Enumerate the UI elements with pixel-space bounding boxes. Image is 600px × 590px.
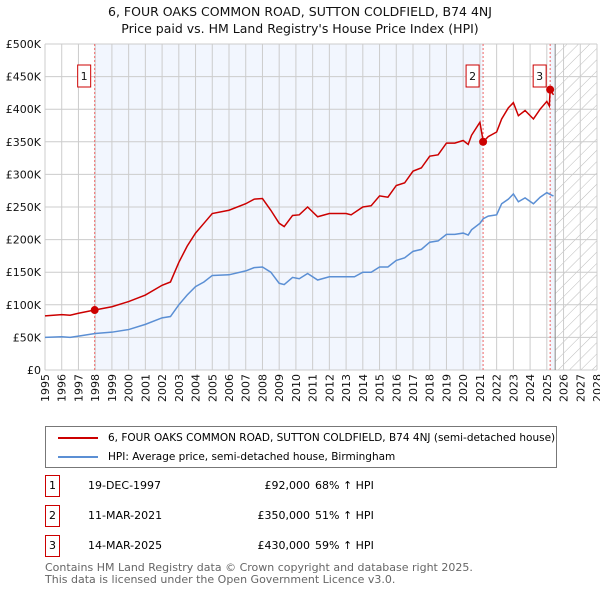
x-tick-label: 2005 [206,374,219,402]
footer: Contains HM Land Registry data © Crown c… [45,562,473,586]
x-tick-label: 2002 [156,374,169,402]
x-tick-label: 2001 [139,374,152,402]
chart-subtitle: Price paid vs. HM Land Registry's House … [121,21,479,36]
sale-marker: 1 [45,475,60,497]
sale-row: 2 11-MAR-2021 £350,000 51% ↑ HPI [45,505,445,527]
sale-price: £92,000 [264,479,311,492]
footer-line2: This data is licensed under the Open Gov… [45,573,396,586]
sale-row: 3 14-MAR-2025 £430,000 59% ↑ HPI [45,535,445,557]
series-line-hpi [44,191,554,339]
sale-point [479,137,488,146]
x-tick-label: 2020 [457,374,470,402]
x-tick-label: 2025 [541,374,554,402]
sale-row: 1 19-DEC-1997 £92,000 68% ↑ HPI [45,475,445,497]
x-tick-label: 2023 [507,374,520,402]
x-tick-label: 2012 [323,374,336,402]
sale-price: £350,000 [257,509,311,522]
x-tick-label: 2026 [558,374,571,402]
x-tick-label: 2008 [256,374,269,402]
x-tick-label: 2028 [591,374,600,402]
y-tick-label: £400K [6,103,42,116]
x-tick-label: 2027 [574,374,587,402]
x-tick-label: 2009 [273,374,286,402]
y-tick-label: £350K [6,136,42,149]
legend-swatch-red [58,437,98,439]
legend-hpi: HPI: Average price, semi-detached house,… [108,451,396,463]
x-tick-label: 1997 [72,374,85,402]
sale-marker: 3 [45,535,60,557]
sale-marker-box [532,64,547,88]
sale-point [546,85,555,94]
x-tick-label: 1996 [56,374,69,402]
sale-date: 19-DEC-1997 [88,479,162,492]
x-tick-label: 2024 [524,374,537,402]
y-tick-label: £450K [6,71,42,84]
sale-marker: 2 [45,505,60,527]
legend: 6, FOUR OAKS COMMON ROAD, SUTTON COLDFIE… [45,426,557,468]
x-tick-label: 2015 [374,374,387,402]
y-tick-label: £50K [13,331,42,344]
sale-marker-box [465,64,480,88]
x-tick-label: 2014 [357,374,370,402]
y-tick-label: £200K [6,234,42,247]
x-tick-label: 2006 [223,374,236,402]
x-tick-label: 2016 [390,374,403,402]
y-tick-label: £300K [6,168,42,181]
y-tick-label: £100K [6,299,42,312]
x-tick-label: 2004 [190,374,203,402]
sale-date: 14-MAR-2025 [88,539,163,552]
x-tick-label: 2007 [240,374,253,402]
sale-marker-label: 2 [469,70,476,83]
y-tick-label: £150K [6,266,42,279]
sale-date: 11-MAR-2021 [88,509,163,522]
x-tick-label: 2017 [407,374,420,402]
legend-property: 6, FOUR OAKS COMMON ROAD, SUTTON COLDFIE… [108,432,556,444]
y-tick-label: £250K [6,201,42,214]
sale-marker-label: 1 [81,70,88,83]
legend-swatch-blue [58,456,98,458]
x-tick-label: 1999 [106,374,119,402]
x-tick-label: 2022 [491,374,504,402]
sale-hpi: 68% ↑ HPI [315,479,374,492]
sale-point [90,306,99,315]
x-tick-label: 2010 [290,374,303,402]
footer-line1: Contains HM Land Registry data © Crown c… [45,561,473,574]
x-tick-label: 2019 [440,374,453,402]
sale-hpi: 59% ↑ HPI [315,539,374,552]
chart-title: 6, FOUR OAKS COMMON ROAD, SUTTON COLDFIE… [108,4,492,19]
x-tick-label: 1998 [89,374,102,402]
chart: 1995 1996 1997 1998 1999 2000 2001 2002 2003 2004… [6,38,600,402]
x-tick-label: 2018 [424,374,437,402]
y-tick-label: £0 [27,364,41,377]
series-line-property [44,87,555,317]
x-tick-label: 2000 [123,374,136,402]
x-tick-label: 2021 [474,374,487,402]
x-tick-label: 2011 [307,374,320,402]
sale-price: £430,000 [257,539,311,552]
x-tick-label: 2003 [173,374,186,402]
sale-hpi: 51% ↑ HPI [315,509,374,522]
x-tick-label: 2013 [340,374,353,402]
y-tick-label: £500K [6,38,42,51]
sale-marker-label: 3 [536,70,543,83]
sale-marker-box [77,64,92,88]
x-tick-label: 1995 [39,374,52,402]
